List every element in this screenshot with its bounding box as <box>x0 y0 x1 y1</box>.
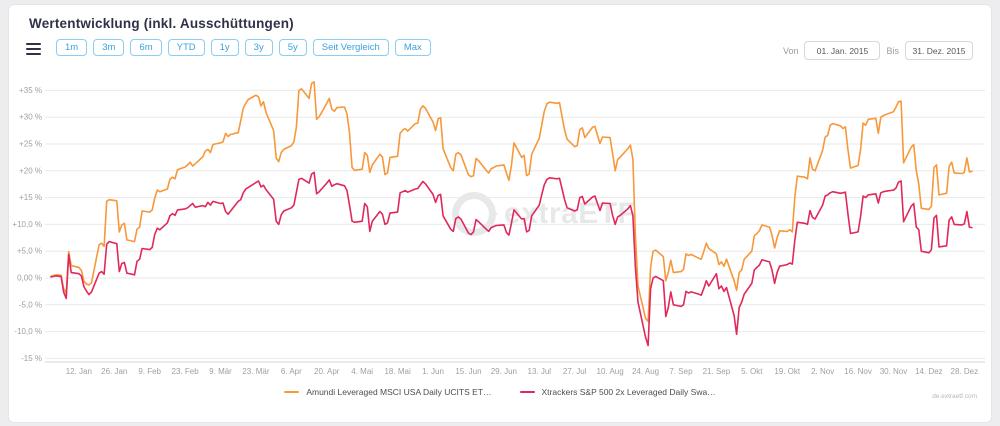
legend-item[interactable]: Xtrackers S&P 500 2x Leveraged Daily Swa… <box>519 387 716 397</box>
x-axis-label: 23. Mär <box>242 367 269 376</box>
legend-dash-icon <box>519 391 535 393</box>
x-axis-label: 10. Aug <box>597 367 624 376</box>
range-button-row: 1m 3m 6m YTD 1y 3y 5y Seit Vergleich Max <box>56 39 431 56</box>
y-axis-label: -15 % <box>21 354 42 363</box>
range-button-max[interactable]: Max <box>394 39 431 56</box>
x-axis-label: 18. Mai <box>384 367 410 376</box>
x-axis-label: 24. Aug <box>632 367 659 376</box>
x-axis-label: 28. Dez <box>951 367 979 376</box>
x-axis-label: 29. Jun <box>491 367 517 376</box>
x-axis-label: 16. Nov <box>844 367 872 376</box>
chart-legend: Amundi Leveraged MSCI USA Daily UCITS ET… <box>9 387 991 397</box>
von-label: Von <box>782 45 799 56</box>
range-button-3y[interactable]: 3y <box>244 39 273 56</box>
x-axis-label: 19. Okt <box>774 367 801 376</box>
von-date-input[interactable] <box>804 41 881 60</box>
y-axis-label: +35 % <box>19 86 42 95</box>
range-button-ytd[interactable]: YTD <box>167 39 205 56</box>
y-axis-label: -10,0 % <box>14 327 42 336</box>
chart-card: Wertentwicklung (inkl. Ausschüttungen) 1… <box>8 4 992 423</box>
y-axis-label: +20 % <box>19 166 42 175</box>
y-axis-label: +15 % <box>19 193 42 202</box>
y-axis-label: +25 % <box>19 140 42 149</box>
range-button-1m[interactable]: 1m <box>56 39 88 56</box>
x-axis-label: 15. Jun <box>455 367 481 376</box>
series-line[interactable] <box>50 171 973 347</box>
x-axis-label: 5. Okt <box>741 367 763 376</box>
x-axis-label: 9. Mär <box>209 367 232 376</box>
x-axis-label: 27. Jul <box>563 367 587 376</box>
source-link[interactable]: de.extraetf.com <box>932 393 977 400</box>
bis-date-input[interactable] <box>905 41 973 60</box>
x-axis-label: 13. Jul <box>528 367 552 376</box>
x-axis-label: 7. Sep <box>669 367 693 376</box>
y-axis-label: -5,0 % <box>19 300 42 309</box>
x-axis-label: 20. Apr <box>314 367 340 376</box>
y-axis-label: 0,00 % <box>17 274 42 283</box>
legend-item[interactable]: Amundi Leveraged MSCI USA Daily UCITS ET… <box>284 387 492 397</box>
bis-label: Bis <box>886 45 899 56</box>
range-button-6m[interactable]: 6m <box>130 39 162 56</box>
y-axis-label: +30 % <box>19 113 42 122</box>
legend-label: Xtrackers S&P 500 2x Leveraged Daily Swa… <box>541 387 716 397</box>
x-axis-label: 9. Feb <box>138 367 161 376</box>
x-axis-label: 4. Mai <box>351 367 373 376</box>
legend-dash-icon <box>284 391 300 393</box>
chart-plot-area[interactable]: +35 % +30 % +25 % +20 % +15 % +10,0 % +5,0 % 0,… <box>9 5 991 422</box>
x-axis-label: 21. Sep <box>703 367 731 376</box>
range-button-3m[interactable]: 3m <box>93 39 125 56</box>
x-axis-label: 12. Jan <box>66 367 92 376</box>
performance-chart[interactable]: +35 % +30 % +25 % +20 % +15 % +10,0 % +5,0 % 0,… <box>9 5 991 422</box>
x-axis-label: 30. Nov <box>880 367 908 376</box>
range-button-5y[interactable]: 5y <box>278 39 307 56</box>
hamburger-menu-icon[interactable] <box>26 43 41 55</box>
y-axis-label: +5,0 % <box>17 247 42 256</box>
x-axis-label: 26. Jan <box>101 367 127 376</box>
legend-label: Amundi Leveraged MSCI USA Daily UCITS ET… <box>306 387 492 397</box>
y-axis-label: +10,0 % <box>12 220 42 229</box>
page-title: Wertentwicklung (inkl. Ausschüttungen) <box>29 16 294 31</box>
x-axis-label: 23. Feb <box>172 367 200 376</box>
range-button-seit-vergleich[interactable]: Seit Vergleich <box>312 39 389 56</box>
x-axis-label: 14. Dez <box>915 367 943 376</box>
series-line[interactable] <box>50 81 973 323</box>
x-axis-label: 2. Nov <box>811 367 834 376</box>
range-button-1y[interactable]: 1y <box>210 39 239 56</box>
date-range-controls: Von Bis <box>783 41 973 60</box>
x-axis-label: 6. Apr <box>281 367 302 376</box>
x-axis-label: 1. Jun <box>422 367 444 376</box>
